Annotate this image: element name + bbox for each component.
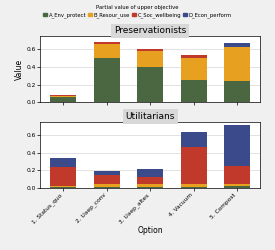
- Bar: [94, 171, 120, 175]
- Bar: [224, 166, 250, 184]
- Bar: [94, 58, 120, 102]
- Bar: [224, 186, 250, 188]
- Bar: [50, 186, 76, 187]
- Bar: [181, 132, 207, 146]
- Bar: [50, 167, 76, 186]
- Bar: [137, 184, 163, 187]
- Bar: [50, 95, 76, 96]
- Bar: [224, 43, 250, 46]
- X-axis label: Option: Option: [137, 226, 163, 235]
- Bar: [50, 96, 76, 97]
- Bar: [224, 81, 250, 102]
- Bar: [181, 58, 207, 80]
- Y-axis label: Value: Value: [15, 58, 24, 80]
- Bar: [181, 184, 207, 187]
- Title: Utilitarians: Utilitarians: [125, 112, 175, 121]
- Bar: [137, 168, 163, 177]
- Bar: [50, 187, 76, 188]
- Bar: [181, 80, 207, 102]
- Title: Preservationists: Preservationists: [114, 26, 186, 35]
- Bar: [224, 126, 250, 166]
- Bar: [137, 178, 163, 184]
- Bar: [137, 51, 163, 67]
- Bar: [224, 46, 250, 48]
- Bar: [137, 187, 163, 188]
- Legend: A_Env_protect, B_Resour_use, C_Soc_wellbeing, D_Econ_perform: A_Env_protect, B_Resour_use, C_Soc_wellb…: [41, 3, 234, 20]
- Bar: [181, 187, 207, 188]
- Bar: [224, 48, 250, 81]
- Bar: [181, 146, 207, 184]
- Bar: [50, 158, 76, 167]
- Bar: [137, 67, 163, 102]
- Bar: [137, 49, 163, 51]
- Bar: [94, 187, 120, 188]
- Bar: [94, 184, 120, 187]
- Bar: [224, 184, 250, 186]
- Bar: [181, 56, 207, 58]
- Bar: [94, 42, 120, 44]
- Bar: [94, 175, 120, 184]
- Bar: [94, 44, 120, 58]
- Bar: [50, 97, 76, 102]
